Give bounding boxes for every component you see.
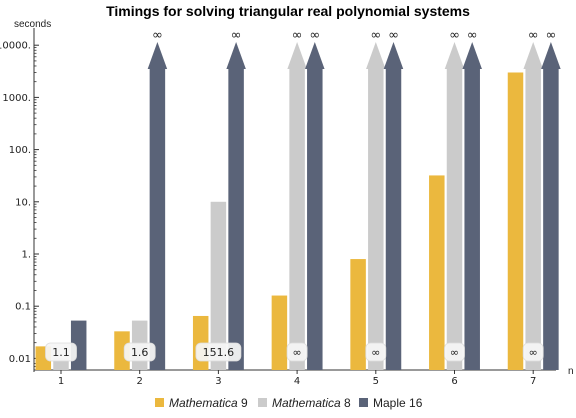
ratio-label: 1.6 <box>131 346 149 359</box>
x-tick-label: 4 <box>294 376 300 387</box>
x-tick-label: 2 <box>137 376 143 387</box>
x-tick-label: 3 <box>215 376 221 387</box>
bar-arrowhead <box>287 42 307 69</box>
bar <box>307 68 323 370</box>
ratio-label-box <box>45 342 77 362</box>
y-tick-label: 1. <box>21 250 31 261</box>
ratio-label: ∞ <box>371 346 380 359</box>
ratio-label: 151.6 <box>203 346 235 359</box>
ratio-label: 1.1 <box>52 346 70 359</box>
ratio-label-box <box>195 342 242 362</box>
ratio-label-box <box>286 342 308 362</box>
ratio-label-box <box>365 342 387 362</box>
infinity-label: ∞ <box>292 28 303 43</box>
y-tick-label: 0.1 <box>15 302 31 313</box>
legend-swatch <box>258 398 267 407</box>
bar <box>149 68 166 370</box>
bar-arrowhead <box>366 42 386 69</box>
infinity-label: ∞ <box>231 28 242 43</box>
ratio-label: ∞ <box>529 346 538 359</box>
y-tick-label: 1000. <box>2 93 31 104</box>
bar-arrowhead <box>383 42 404 69</box>
legend: Mathematica 9 Mathematica 8 Maple 16 <box>155 396 423 410</box>
ratio-label-box <box>444 342 465 362</box>
bar <box>114 331 130 370</box>
y-tick-label: 10. <box>15 197 31 208</box>
x-tick-label: 5 <box>373 376 379 387</box>
plot-area: 10000. 1000. 100. 10. 1. 0.1 0.01 1 1.1 2 ∞ 1.6 3 ∞ 15… <box>0 28 561 387</box>
y-tick-label: 0.01 <box>9 354 31 365</box>
bar-arrowhead <box>305 42 325 69</box>
infinity-label: ∞ <box>545 28 556 43</box>
bar <box>228 68 244 370</box>
bar-arrowhead <box>541 42 561 69</box>
bar-arrowhead <box>444 42 465 69</box>
ratio-label-box <box>522 342 544 362</box>
y-tick-label: 100. <box>9 145 31 156</box>
bar <box>429 175 445 370</box>
legend-label: Maple 16 <box>373 396 423 410</box>
legend-label: Mathematica 9 <box>169 396 248 410</box>
y-axis-label: seconds <box>14 19 51 30</box>
infinity-label: ∞ <box>388 28 399 43</box>
x-axis-label: n <box>568 366 574 377</box>
bar-arrowhead <box>147 42 168 69</box>
legend-swatch <box>359 398 368 407</box>
legend-label: Mathematica 8 <box>272 396 351 410</box>
bar <box>525 68 541 370</box>
infinity-label: ∞ <box>449 28 460 43</box>
bar <box>271 295 288 370</box>
bar-arrowhead <box>462 42 482 69</box>
x-tick-label: 7 <box>530 376 536 387</box>
x-tick-label: 6 <box>451 376 457 387</box>
chart-title: Timings for solving triangular real poly… <box>106 3 470 19</box>
bar-arrowhead <box>226 42 246 69</box>
ratio-label-box <box>123 342 156 362</box>
bar <box>543 68 559 370</box>
infinity-label: ∞ <box>467 28 478 43</box>
legend-swatch <box>155 398 164 407</box>
infinity-label: ∞ <box>528 28 539 43</box>
y-tick-label: 10000. <box>0 41 31 52</box>
bar <box>464 68 480 370</box>
infinity-label: ∞ <box>309 28 320 43</box>
bar <box>507 72 524 371</box>
bar <box>53 358 69 370</box>
infinity-label: ∞ <box>370 28 381 43</box>
x-tick-label: 1 <box>58 376 64 387</box>
bar <box>350 259 366 370</box>
bar <box>385 68 402 370</box>
bar-arrowhead <box>523 42 543 69</box>
bar <box>446 68 463 370</box>
bar <box>289 68 305 370</box>
bar <box>368 68 384 370</box>
ratio-label: ∞ <box>293 346 302 359</box>
infinity-label: ∞ <box>152 28 163 43</box>
bar <box>210 201 227 370</box>
ratio-label: ∞ <box>450 346 459 359</box>
